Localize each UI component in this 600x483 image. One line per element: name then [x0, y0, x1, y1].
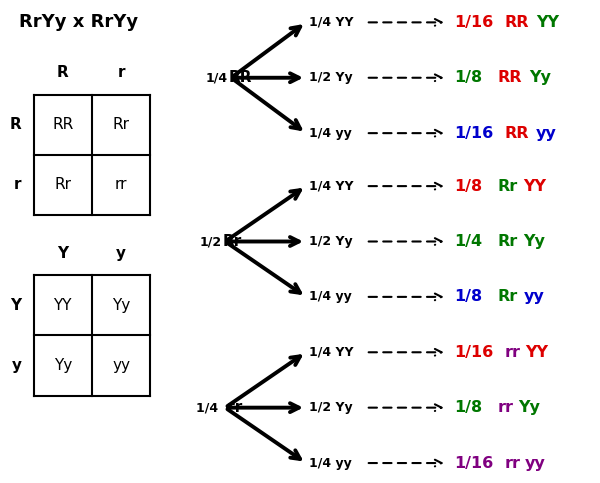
Text: r: r: [118, 65, 125, 80]
Text: yy: yy: [536, 126, 557, 141]
Text: rr: rr: [497, 400, 513, 415]
Text: 1/8: 1/8: [454, 289, 482, 304]
Text: 1/4: 1/4: [454, 234, 482, 249]
Text: Yy: Yy: [529, 70, 551, 85]
Text: y: y: [116, 246, 126, 261]
Text: YY: YY: [523, 179, 547, 194]
Text: 1/4 yy: 1/4 yy: [309, 456, 352, 469]
Text: YY: YY: [525, 345, 548, 360]
Text: Y: Y: [57, 246, 68, 261]
Text: Rr: Rr: [497, 234, 518, 249]
Text: 1/4 YY: 1/4 YY: [309, 180, 353, 193]
Text: 1/16: 1/16: [454, 126, 493, 141]
Text: R: R: [57, 65, 68, 80]
Text: 1/4 YY: 1/4 YY: [309, 16, 353, 29]
Text: RR: RR: [505, 126, 529, 141]
Text: Rr: Rr: [113, 117, 130, 132]
Text: 1/16: 1/16: [454, 15, 493, 30]
Text: Rr: Rr: [55, 177, 71, 192]
Text: Yy: Yy: [523, 234, 545, 249]
Text: 1/16: 1/16: [454, 455, 493, 470]
Text: yy: yy: [112, 358, 130, 373]
Text: 1/16: 1/16: [454, 345, 493, 360]
Text: 1/8: 1/8: [454, 70, 482, 85]
Text: 1/2 Yy: 1/2 Yy: [309, 401, 353, 414]
Text: YY: YY: [53, 298, 72, 313]
Text: 1/4: 1/4: [196, 401, 222, 414]
Text: 1/8: 1/8: [454, 179, 482, 194]
Text: YY: YY: [536, 15, 559, 30]
Text: rr: rr: [115, 177, 127, 192]
Text: yy: yy: [525, 455, 546, 470]
Text: RR: RR: [505, 15, 529, 30]
Text: yy: yy: [523, 289, 544, 304]
Text: Rr: Rr: [497, 179, 518, 194]
Text: 1/2 Yy: 1/2 Yy: [309, 71, 353, 84]
Text: RR: RR: [52, 117, 73, 132]
Text: 1/8: 1/8: [454, 400, 482, 415]
Text: 1/4 yy: 1/4 yy: [309, 290, 352, 303]
Text: Yy: Yy: [53, 358, 72, 373]
Text: 1/4: 1/4: [206, 71, 228, 84]
Text: 1/4 YY: 1/4 YY: [309, 346, 353, 359]
Text: RR: RR: [228, 70, 251, 85]
Text: RR: RR: [497, 70, 522, 85]
Text: RrYy x RrYy: RrYy x RrYy: [19, 13, 138, 31]
Text: 1/4 yy: 1/4 yy: [309, 127, 352, 140]
Text: rr: rr: [505, 455, 520, 470]
Text: Rr: Rr: [222, 234, 241, 249]
Text: 1/2 Yy: 1/2 Yy: [309, 235, 353, 248]
Text: r: r: [14, 177, 22, 192]
Text: rr: rr: [505, 345, 520, 360]
Text: R: R: [10, 117, 22, 132]
Text: y: y: [11, 358, 22, 373]
Text: Yy: Yy: [112, 298, 130, 313]
Text: Y: Y: [11, 298, 22, 313]
Text: 1/2: 1/2: [200, 235, 222, 248]
Text: rr: rr: [222, 400, 242, 415]
Text: Yy: Yy: [518, 400, 540, 415]
Text: Rr: Rr: [497, 289, 518, 304]
